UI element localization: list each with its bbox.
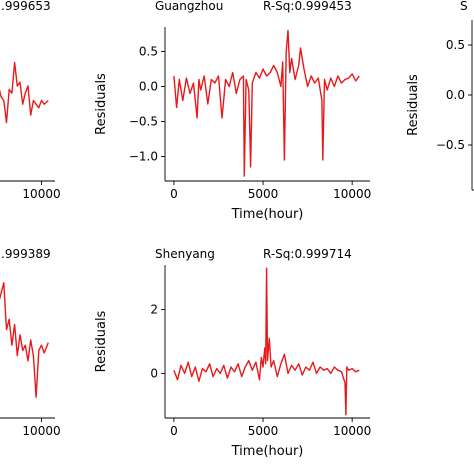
x-tick-label: 5000	[248, 424, 279, 438]
y-axis-label: Residuals	[94, 310, 109, 372]
x-axis-label: Time(hour)	[231, 207, 304, 222]
panel-2: Guangzhou R-Sq:0.999453 0 5000 10000 0.5 0.0 −0…	[94, 0, 371, 222]
panel-title: S	[460, 0, 468, 13]
panel-title: Guangzhou	[155, 0, 223, 13]
y-tick-label: −0.5	[436, 138, 465, 152]
y-tick-label: 0.5	[446, 38, 465, 52]
y-axis-label: Residuals	[406, 74, 421, 136]
y-tick-label: −0.5	[129, 115, 158, 129]
panel-4: .999389 10000	[0, 247, 61, 438]
x-tick-label: 10000	[22, 187, 60, 201]
residual-series-line	[0, 61, 49, 124]
x-tick-label: 10000	[22, 424, 60, 438]
x-axis-label: Time(hour)	[231, 444, 304, 459]
residual-series-line	[0, 282, 49, 398]
y-tick-label: 0.0	[139, 80, 158, 94]
y-tick-label: 0	[150, 366, 158, 380]
x-tick-label: 10000	[333, 187, 371, 201]
x-tick-label: 10000	[333, 424, 371, 438]
x-tick-label: 5000	[248, 187, 279, 201]
y-tick-label: 0.5	[139, 45, 158, 59]
panel-1: .999653 10000	[0, 0, 61, 201]
rsq-label: R-Sq:0.999453	[263, 0, 352, 13]
rsq-label: .999653	[1, 0, 51, 13]
x-tick-label: 0	[170, 424, 178, 438]
rsq-label: R-Sq:0.999714	[263, 247, 352, 261]
rsq-label: .999389	[1, 247, 51, 261]
residual-series-line	[173, 267, 360, 416]
panel-title: Shenyang	[155, 247, 215, 261]
x-tick-label: 0	[170, 187, 178, 201]
y-tick-label: 0.0	[446, 88, 465, 102]
y-axis-label: Residuals	[94, 73, 109, 135]
panel-3: S 0.5 0.0 −0.5 Residuals	[406, 0, 474, 191]
residual-series-line	[173, 29, 360, 177]
y-tick-label: 2	[150, 303, 158, 317]
y-tick-label: −1.0	[129, 150, 158, 164]
panel-5: Shenyang R-Sq:0.999714 0 5000 10000 2 0 Residua…	[94, 247, 371, 459]
